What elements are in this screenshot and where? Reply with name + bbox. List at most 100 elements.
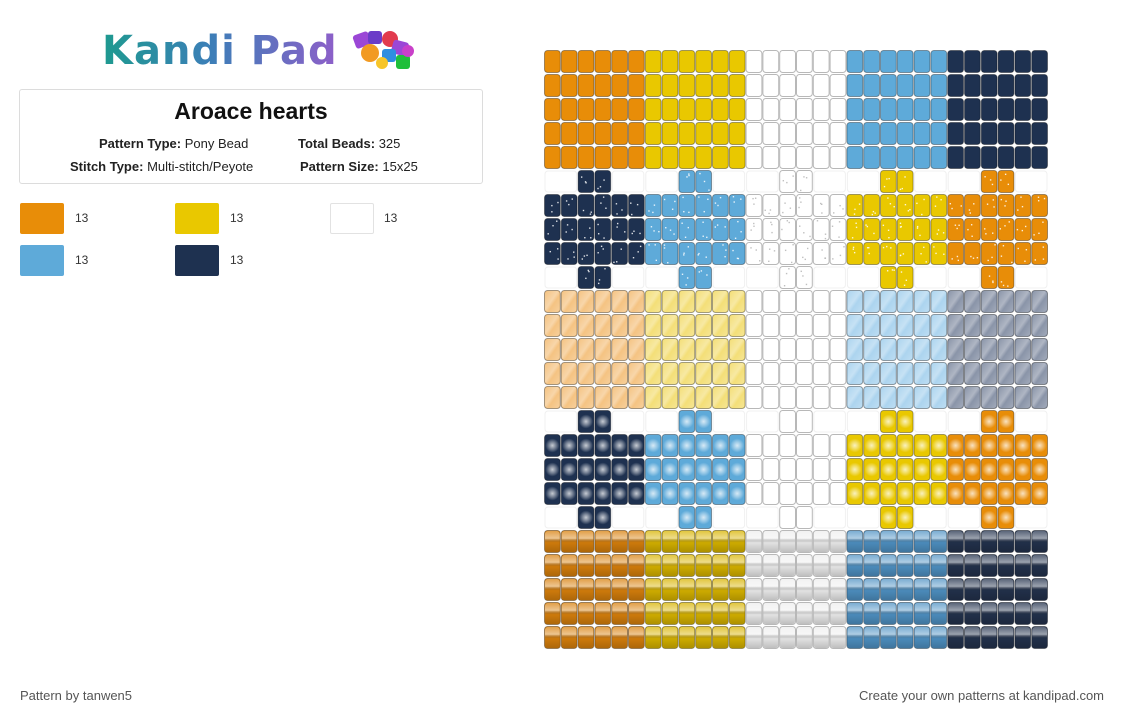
bead[interactable]	[695, 386, 713, 409]
bead[interactable]	[846, 530, 864, 553]
bead[interactable]	[695, 314, 713, 337]
bead[interactable]	[594, 530, 612, 553]
kandi-pad-logo[interactable]: Kandi Pad	[102, 26, 422, 76]
bead[interactable]	[644, 578, 662, 601]
bead[interactable]	[812, 386, 830, 409]
bead[interactable]	[661, 482, 679, 505]
bead[interactable]	[913, 530, 931, 553]
bead[interactable]	[594, 506, 612, 529]
bead[interactable]	[980, 170, 998, 193]
bead[interactable]	[779, 530, 797, 553]
bead[interactable]	[611, 602, 629, 625]
bead[interactable]	[628, 218, 645, 241]
bead[interactable]	[913, 362, 931, 385]
bead[interactable]	[997, 434, 1015, 457]
bead[interactable]	[930, 98, 948, 121]
bead[interactable]	[980, 458, 998, 481]
bead[interactable]	[779, 410, 797, 433]
bead[interactable]	[628, 74, 645, 97]
bead[interactable]	[577, 146, 595, 169]
bead[interactable]	[594, 218, 612, 241]
bead[interactable]	[661, 602, 679, 625]
bead[interactable]	[779, 170, 797, 193]
bead[interactable]	[762, 194, 780, 217]
bead[interactable]	[980, 218, 998, 241]
bead[interactable]	[913, 386, 931, 409]
bead[interactable]	[896, 122, 914, 145]
bead[interactable]	[997, 338, 1015, 361]
bead[interactable]	[980, 386, 998, 409]
bead[interactable]	[980, 578, 998, 601]
bead[interactable]	[712, 74, 729, 97]
bead[interactable]	[611, 338, 629, 361]
bead[interactable]	[980, 482, 998, 505]
bead[interactable]	[577, 290, 595, 313]
bead[interactable]	[997, 554, 1015, 577]
bead[interactable]	[1014, 314, 1032, 337]
bead[interactable]	[880, 242, 897, 265]
bead[interactable]	[846, 338, 864, 361]
bead[interactable]	[896, 410, 914, 433]
bead[interactable]	[779, 50, 797, 73]
bead[interactable]	[812, 242, 830, 265]
bead[interactable]	[577, 578, 595, 601]
bead[interactable]	[997, 386, 1015, 409]
bead[interactable]	[594, 242, 612, 265]
bead[interactable]	[728, 98, 746, 121]
bead[interactable]	[863, 218, 881, 241]
bead[interactable]	[796, 458, 813, 481]
bead[interactable]	[930, 338, 948, 361]
bead[interactable]	[796, 554, 813, 577]
bead[interactable]	[863, 482, 881, 505]
bead[interactable]	[796, 146, 813, 169]
bead[interactable]	[644, 530, 662, 553]
bead[interactable]	[1031, 98, 1048, 121]
bead[interactable]	[678, 290, 696, 313]
bead[interactable]	[863, 122, 881, 145]
bead[interactable]	[577, 266, 595, 289]
bead[interactable]	[846, 98, 864, 121]
bead[interactable]	[560, 362, 578, 385]
bead[interactable]	[812, 98, 830, 121]
bead[interactable]	[880, 218, 897, 241]
bead[interactable]	[611, 554, 629, 577]
bead[interactable]	[896, 218, 914, 241]
bead[interactable]	[594, 386, 612, 409]
bead[interactable]	[997, 362, 1015, 385]
bead[interactable]	[712, 98, 729, 121]
bead[interactable]	[863, 578, 881, 601]
bead[interactable]	[728, 482, 746, 505]
bead[interactable]	[628, 50, 645, 73]
bead[interactable]	[964, 98, 981, 121]
bead[interactable]	[762, 74, 780, 97]
bead[interactable]	[913, 554, 931, 577]
bead[interactable]	[695, 482, 713, 505]
bead[interactable]	[560, 122, 578, 145]
bead[interactable]	[577, 554, 595, 577]
bead[interactable]	[863, 194, 881, 217]
bead[interactable]	[964, 578, 981, 601]
bead[interactable]	[762, 386, 780, 409]
bead[interactable]	[779, 362, 797, 385]
bead[interactable]	[930, 362, 948, 385]
bead[interactable]	[577, 218, 595, 241]
bead[interactable]	[947, 242, 965, 265]
bead[interactable]	[762, 218, 780, 241]
bead[interactable]	[997, 146, 1015, 169]
bead[interactable]	[728, 146, 746, 169]
bead[interactable]	[812, 578, 830, 601]
bead[interactable]	[560, 386, 578, 409]
bead[interactable]	[846, 482, 864, 505]
bead[interactable]	[964, 386, 981, 409]
bead[interactable]	[863, 74, 881, 97]
bead[interactable]	[762, 482, 780, 505]
bead[interactable]	[880, 554, 897, 577]
bead[interactable]	[678, 338, 696, 361]
bead[interactable]	[880, 626, 897, 649]
bead[interactable]	[829, 218, 847, 241]
bead[interactable]	[947, 50, 965, 73]
bead[interactable]	[678, 50, 696, 73]
bead[interactable]	[997, 458, 1015, 481]
bead[interactable]	[896, 554, 914, 577]
bead[interactable]	[779, 98, 797, 121]
